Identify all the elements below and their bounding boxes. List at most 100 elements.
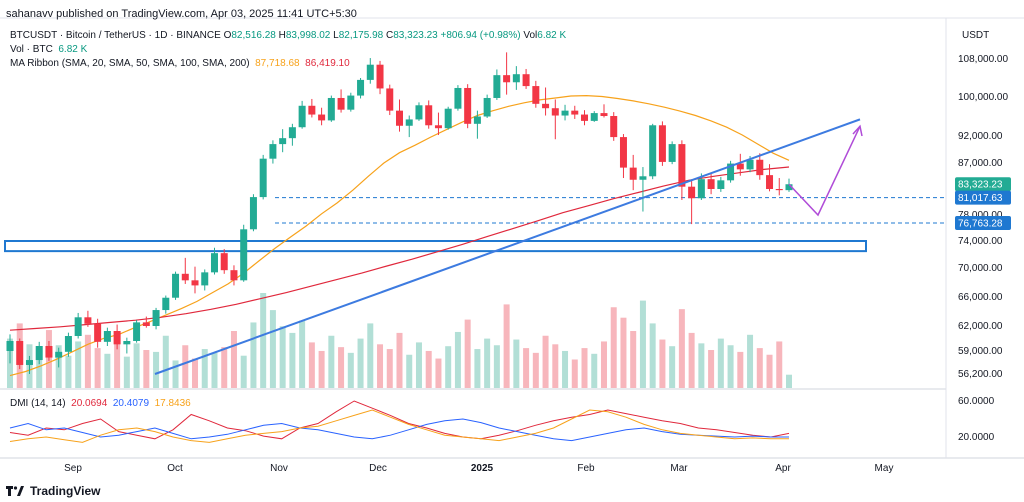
candle-body xyxy=(84,317,92,324)
candle-body xyxy=(240,229,248,281)
candle-body xyxy=(288,127,296,139)
volume-bar xyxy=(7,338,13,388)
volume-bar xyxy=(562,350,569,388)
ascending-trendline[interactable] xyxy=(154,118,861,375)
volume-bar xyxy=(717,338,724,388)
candle-body xyxy=(327,97,335,121)
candle-body xyxy=(766,175,774,189)
volume-bar xyxy=(747,334,754,388)
candle-body xyxy=(103,331,111,342)
y-tick-label: 56,200.00 xyxy=(958,369,1003,380)
price-tag-label: 81,017.63 xyxy=(958,193,1003,204)
candle-body xyxy=(697,179,705,199)
volume-bar xyxy=(318,350,325,388)
candle-body xyxy=(376,64,384,89)
candle-body xyxy=(308,105,316,115)
volume-bar xyxy=(435,358,442,388)
candle-body xyxy=(522,74,530,87)
candle-body xyxy=(629,167,637,180)
volume-bar xyxy=(16,323,23,388)
candle-body xyxy=(483,97,491,117)
dmi-legend[interactable]: DMI (14, 14) 20.0694 20.4079 17.8436 xyxy=(10,398,191,409)
y-tick-label: 59,000.00 xyxy=(958,346,1003,357)
volume-bar xyxy=(445,346,452,388)
candle-body xyxy=(756,159,764,176)
candle-body xyxy=(366,64,374,80)
candle-body xyxy=(123,341,131,345)
candle-body xyxy=(600,113,608,117)
x-tick-label: Dec xyxy=(369,463,387,474)
price-tag-label: 83,323.23 xyxy=(958,180,1003,191)
price-tag[interactable] xyxy=(955,216,1011,231)
candle-body xyxy=(210,253,218,273)
x-tick-label: Apr xyxy=(775,463,791,474)
volume-bar xyxy=(143,350,150,388)
candle-body xyxy=(473,116,481,124)
volume-bar xyxy=(386,349,393,388)
symbol-name[interactable]: BTCUSDT · Bitcoin / TetherUS · 1D · BINA… xyxy=(10,30,221,41)
price-tag-label: 76,763.28 xyxy=(958,219,1003,230)
volume-bar xyxy=(260,293,267,388)
candle-body xyxy=(639,176,647,180)
volume-bar xyxy=(45,330,52,388)
volume-bar xyxy=(610,307,617,388)
currency-label[interactable]: USDT xyxy=(962,30,990,41)
candle-body xyxy=(386,88,394,111)
ma-ribbon-legend[interactable]: MA Ribbon (SMA, 20, SMA, 50, SMA, 100, S… xyxy=(10,58,350,69)
candle-body xyxy=(619,137,627,168)
volume-bar xyxy=(756,348,763,388)
ohlc-open: O82,516.28 xyxy=(223,30,276,41)
published-header: sahanavv published on TradingView.com, A… xyxy=(6,8,357,20)
volume-bar xyxy=(406,354,413,388)
candle-body xyxy=(717,180,725,189)
volume-bar xyxy=(84,334,91,388)
candle-body xyxy=(337,97,345,110)
tradingview-footer[interactable]: TradingView xyxy=(6,484,100,498)
projection-path[interactable] xyxy=(788,125,861,217)
candle-body xyxy=(444,108,452,129)
volume-bar xyxy=(114,339,121,388)
y-tick-label: 92,000.00 xyxy=(958,131,1003,142)
volume-bar xyxy=(591,353,598,388)
candle-body xyxy=(16,341,24,365)
candle-body xyxy=(542,103,550,109)
demand-zone[interactable] xyxy=(4,240,867,253)
price-tag[interactable] xyxy=(955,177,1011,192)
x-tick-label: Nov xyxy=(270,463,288,474)
candle-body xyxy=(191,280,199,286)
candle-body xyxy=(181,273,189,281)
x-tick-label: Oct xyxy=(167,463,183,474)
candle-body xyxy=(269,144,277,159)
price-tag[interactable] xyxy=(955,190,1011,205)
candle-body xyxy=(220,253,228,271)
volume-bar xyxy=(299,320,306,388)
volume-bar xyxy=(289,332,296,388)
candle-body xyxy=(512,74,520,83)
volume-bar xyxy=(192,358,199,388)
candle-body xyxy=(230,270,238,281)
candle-body xyxy=(133,322,141,341)
tradingview-logo-icon xyxy=(6,486,24,496)
volume-bar xyxy=(211,352,218,388)
candle-body xyxy=(396,110,403,126)
candle-body xyxy=(561,110,569,116)
volume-bar xyxy=(36,351,43,388)
volume-legend[interactable]: Vol · BTC 6.82 K xyxy=(10,44,88,55)
volume-bar xyxy=(425,350,432,388)
volume-bar xyxy=(162,335,169,388)
ohlc-change: +806.94 (+0.98%) xyxy=(440,30,521,41)
volume-bar xyxy=(94,348,101,388)
volume-bar xyxy=(698,343,705,388)
candle-body xyxy=(746,159,754,170)
candle-body xyxy=(415,105,423,120)
candle-body xyxy=(6,341,14,351)
candle-body xyxy=(454,87,462,109)
candle-body xyxy=(405,119,413,126)
x-tick-label: 2025 xyxy=(471,463,494,474)
volume-bar xyxy=(542,335,549,388)
candle-body xyxy=(551,108,559,116)
volume-bar xyxy=(153,351,160,388)
candle-body xyxy=(668,144,676,162)
candle-body xyxy=(74,317,82,336)
